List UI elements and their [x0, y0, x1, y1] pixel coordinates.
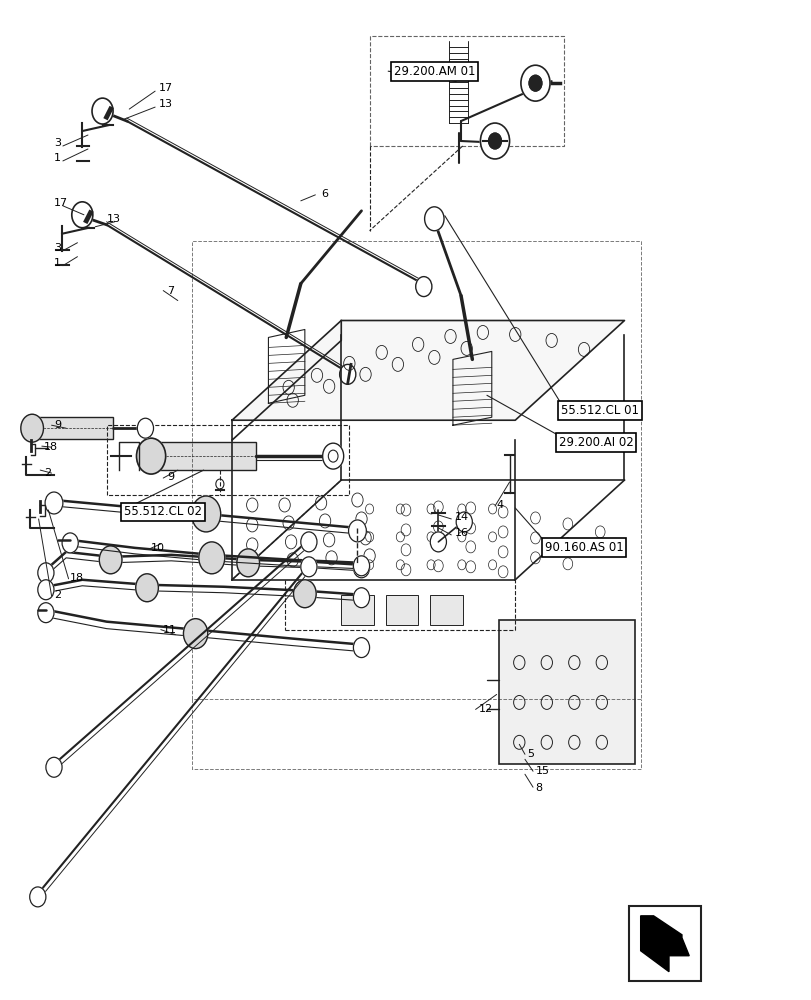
Circle shape: [480, 123, 509, 159]
Circle shape: [92, 98, 113, 124]
Circle shape: [191, 496, 221, 532]
Circle shape: [21, 414, 44, 442]
Circle shape: [62, 533, 78, 553]
Circle shape: [99, 546, 122, 574]
Text: 3: 3: [54, 138, 61, 148]
Text: 15: 15: [534, 766, 549, 776]
Polygon shape: [640, 916, 689, 972]
Circle shape: [488, 133, 501, 149]
Circle shape: [183, 619, 208, 649]
Text: 10: 10: [151, 543, 165, 553]
Circle shape: [199, 542, 225, 574]
Text: 13: 13: [159, 99, 173, 109]
Text: 90.160.AS 01: 90.160.AS 01: [544, 541, 623, 554]
Circle shape: [71, 202, 92, 228]
Text: 29.200.AM 01: 29.200.AM 01: [393, 65, 474, 78]
Circle shape: [353, 638, 369, 658]
Circle shape: [300, 557, 316, 577]
Circle shape: [300, 532, 316, 552]
Text: 2: 2: [54, 590, 61, 600]
Text: 8: 8: [534, 783, 542, 793]
Text: 17: 17: [54, 198, 68, 208]
Circle shape: [45, 492, 62, 514]
Text: 55.512.CL 01: 55.512.CL 01: [560, 404, 638, 417]
Text: 55.512.CL 02: 55.512.CL 02: [124, 505, 202, 518]
Text: 18: 18: [70, 573, 84, 583]
Circle shape: [293, 580, 315, 608]
Bar: [151, 442, 256, 470]
Text: 5: 5: [526, 749, 534, 759]
Polygon shape: [232, 320, 624, 420]
Circle shape: [322, 443, 343, 469]
Circle shape: [353, 556, 369, 576]
Circle shape: [237, 549, 260, 577]
Circle shape: [353, 558, 369, 578]
Bar: [628, 906, 701, 981]
Text: 11: 11: [163, 625, 177, 635]
Text: 9: 9: [167, 472, 174, 482]
Text: 17: 17: [159, 83, 173, 93]
Bar: [32, 417, 113, 439]
Text: 12: 12: [478, 704, 492, 714]
Text: 29.200.AI 02: 29.200.AI 02: [558, 436, 633, 449]
Text: 16: 16: [454, 528, 468, 538]
Circle shape: [415, 277, 431, 297]
Circle shape: [30, 887, 46, 907]
Text: 3: 3: [54, 243, 61, 253]
Text: 4: 4: [496, 500, 503, 510]
Circle shape: [424, 207, 444, 231]
Circle shape: [339, 364, 355, 384]
Text: 1: 1: [54, 258, 61, 268]
Text: 6: 6: [320, 189, 328, 199]
Circle shape: [38, 603, 54, 623]
Circle shape: [348, 520, 366, 542]
Circle shape: [46, 757, 62, 777]
Circle shape: [38, 563, 54, 583]
Text: 18: 18: [45, 442, 58, 452]
Bar: [385, 595, 418, 625]
Circle shape: [456, 512, 472, 532]
Bar: [499, 620, 634, 764]
Circle shape: [528, 75, 541, 91]
Bar: [430, 595, 462, 625]
Text: 1: 1: [54, 153, 61, 163]
Text: 9: 9: [54, 420, 61, 430]
Text: 7: 7: [167, 286, 174, 296]
Circle shape: [38, 580, 54, 600]
Circle shape: [136, 438, 165, 474]
Circle shape: [353, 588, 369, 608]
Bar: [341, 595, 373, 625]
Circle shape: [135, 574, 158, 602]
Text: 13: 13: [106, 214, 121, 224]
Circle shape: [521, 65, 549, 101]
Text: 2: 2: [45, 468, 51, 478]
Circle shape: [430, 532, 446, 552]
Circle shape: [137, 418, 153, 438]
Text: 14: 14: [454, 512, 468, 522]
